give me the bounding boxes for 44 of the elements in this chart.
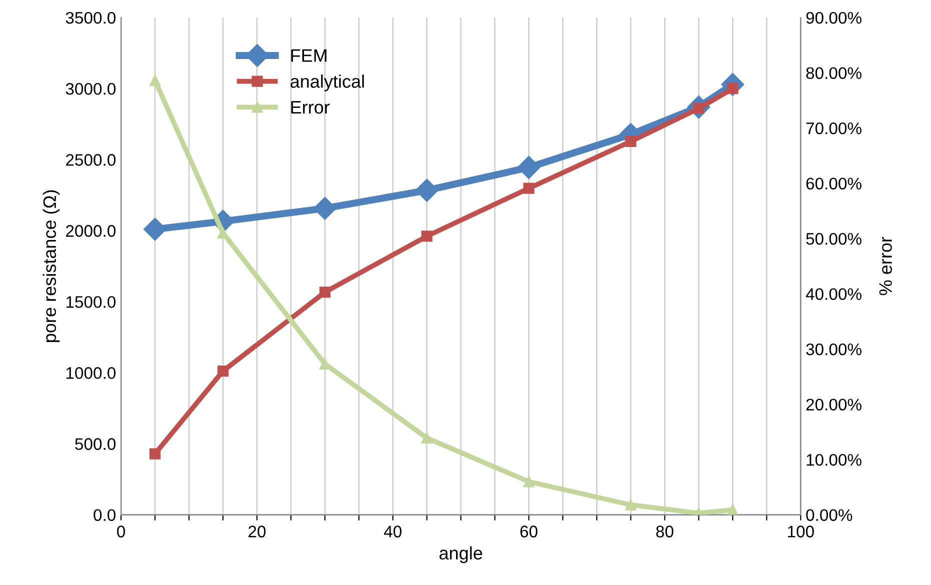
- x-tick-label: 20: [248, 526, 266, 538]
- y-tick-label: 0.0: [94, 509, 116, 522]
- y-tick-label: 3500.0: [66, 12, 116, 24]
- y-tick-label: 2500.0: [66, 154, 116, 166]
- point: [313, 196, 336, 220]
- y2-tick-label: 80.00%: [806, 67, 862, 80]
- y-axis-title: pore resistance (Ω): [42, 190, 60, 342]
- y2-tick-label: 0.00%: [806, 509, 852, 522]
- point: [149, 74, 161, 86]
- y2-tick-label: 40.00%: [806, 288, 862, 300]
- legend-label: FEM: [291, 49, 326, 62]
- y2-tick-label: 30.00%: [806, 343, 862, 356]
- x-tick-label: 100: [788, 526, 814, 538]
- y-tick-label: 1000.0: [66, 367, 116, 379]
- point: [149, 448, 161, 460]
- point: [421, 432, 432, 444]
- y-tick-label: 1500.0: [66, 296, 116, 308]
- x-tick-label: 60: [520, 526, 538, 538]
- point: [727, 504, 738, 515]
- point: [421, 230, 432, 242]
- point: [625, 136, 636, 147]
- legend-label: Error: [291, 101, 330, 114]
- y2-axis-title: % error: [879, 236, 892, 296]
- y2-tick-label: 50.00%: [806, 232, 862, 245]
- x-axis-title: angle: [440, 546, 482, 564]
- point: [217, 365, 229, 377]
- y2-tick-label: 60.00%: [806, 178, 862, 190]
- y-tick-label: 500.0: [75, 438, 116, 450]
- y-tick-label: 3000.0: [66, 82, 116, 95]
- y2-tick-label: 20.00%: [806, 398, 862, 411]
- y2-tick-label: 70.00%: [806, 122, 862, 134]
- legend-label: analytical: [290, 74, 364, 92]
- y-tick-label: 2000.0: [66, 225, 116, 237]
- point: [319, 286, 330, 298]
- point: [523, 476, 534, 488]
- point: [415, 178, 438, 202]
- point: [625, 499, 636, 510]
- x-tick-label: 40: [384, 526, 402, 538]
- point: [523, 182, 534, 194]
- point: [517, 156, 540, 179]
- x-tick-label: 0: [117, 526, 126, 538]
- y2-tick-label: 90.00%: [806, 12, 862, 24]
- y2-tick-label: 10.00%: [806, 454, 862, 466]
- x-tick-label: 80: [656, 526, 674, 538]
